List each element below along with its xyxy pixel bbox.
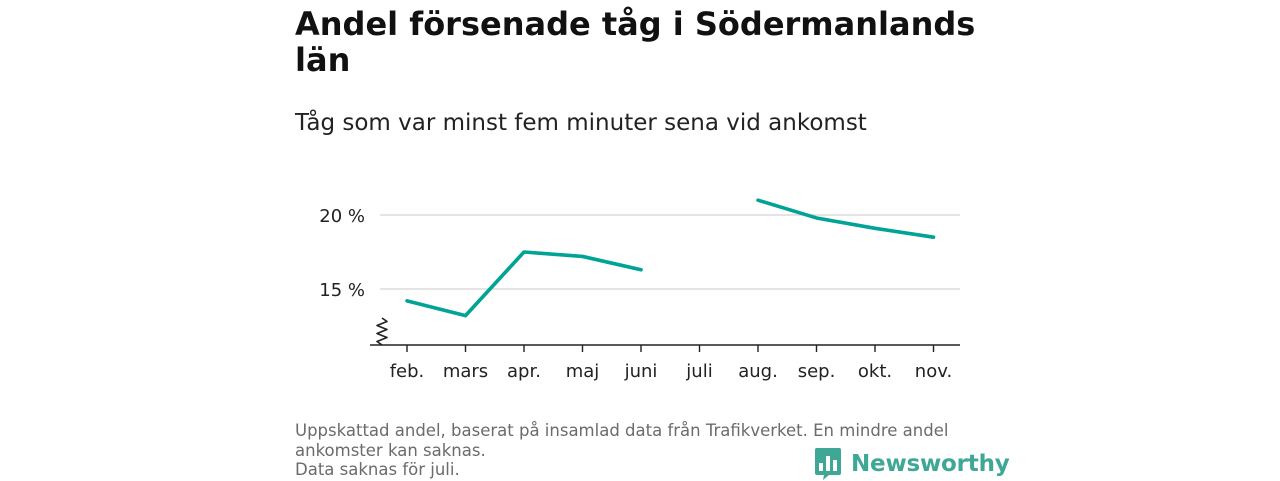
- newsworthy-logo: Newsworthy: [814, 447, 1010, 481]
- series-line: [756, 198, 936, 239]
- y-tick-label: 15 %: [319, 280, 365, 301]
- x-tick-label: juni: [624, 361, 658, 382]
- line-chart: 15 % 20 % feb. mars apr. maj juni juli aug. sep.…: [319, 198, 960, 382]
- y-axis-ticks: 15 % 20 %: [319, 206, 365, 301]
- chart-notes: Uppskattad andel, baserat på insamlad da…: [295, 421, 985, 480]
- gridlines: [380, 214, 960, 290]
- y-axis-break-icon: [376, 317, 388, 346]
- x-axis-ticks: feb. mars apr. maj juni juli aug. sep. okt. nov.: [390, 345, 952, 382]
- series-line: [405, 250, 643, 318]
- chart-subtitle: Tåg som var minst fem minuter sena vid a…: [295, 110, 867, 136]
- note-line: Uppskattad andel, baserat på insamlad da…: [295, 421, 949, 440]
- series-lines: [405, 198, 936, 318]
- note-line: Data saknas för juli.: [295, 460, 460, 479]
- x-tick-label: okt.: [858, 361, 892, 382]
- x-tick-label: aug.: [738, 361, 778, 382]
- x-tick-label: apr.: [507, 361, 541, 382]
- x-tick-label: mars: [443, 361, 488, 382]
- chart-title: Andel försenade tåg i Södermanlands län: [295, 5, 976, 79]
- x-tick-label: feb.: [390, 361, 425, 382]
- x-tick-label: maj: [566, 361, 600, 382]
- x-tick-label: nov.: [915, 361, 952, 382]
- y-tick-label: 20 %: [319, 206, 365, 227]
- x-tick-label: juli: [685, 361, 712, 382]
- logo-text: Newsworthy: [851, 451, 1010, 477]
- bar-chart-speech-bubble-icon: [815, 448, 841, 480]
- note-line: ankomster kan saknas.: [295, 440, 486, 460]
- x-tick-label: sep.: [798, 361, 836, 382]
